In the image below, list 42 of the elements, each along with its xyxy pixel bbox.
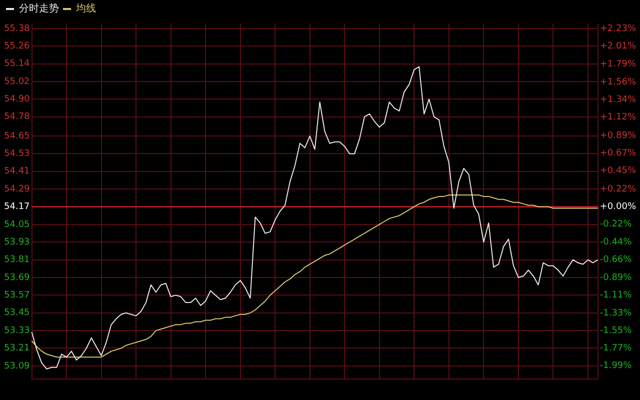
y-tick-label: 54.78 [4, 112, 30, 122]
y-tick-label: 55.02 [4, 76, 30, 87]
y2-tick-label: -0.44% [600, 237, 632, 248]
y2-tick-label: -0.66% [600, 254, 632, 265]
y-tick-label: 53.21 [4, 344, 30, 354]
y-tick-label: 53.69 [4, 272, 30, 283]
y2-tick-label: +0.22% [600, 184, 636, 195]
y2-tick-label: -0.89% [600, 273, 632, 284]
y2-tick-label: -1.11% [600, 290, 632, 301]
y-tick-label: 55.14 [4, 59, 30, 70]
y-tick-label: 54.29 [4, 184, 30, 194]
y2-tick-label: +0.00% [600, 202, 636, 212]
y-tick-label: 53.81 [4, 255, 30, 266]
legend-label: 均线 [75, 2, 96, 15]
legend-label: 分时走势 [19, 2, 59, 15]
y-tick-label: 53.57 [4, 290, 30, 301]
y-tick-label: 53.93 [4, 237, 30, 248]
y2-tick-label: -1.55% [600, 326, 632, 336]
y-tick-label: 53.45 [4, 308, 30, 318]
y2-tick-label: -1.77% [600, 343, 632, 354]
y-tick-label: 55.26 [4, 41, 30, 52]
y-tick-label: 53.09 [4, 361, 30, 372]
y-tick-label: 53.33 [4, 326, 30, 336]
y2-tick-label: +2.01% [600, 42, 636, 52]
y2-tick-label: +1.34% [600, 95, 636, 106]
y-tick-label: 54.53 [4, 149, 30, 160]
y-tick-label: 54.65 [4, 131, 30, 142]
y2-tick-label: -1.33% [600, 308, 632, 318]
y2-tick-label: +0.67% [600, 148, 636, 159]
y2-tick-label: +1.79% [600, 59, 636, 70]
y2-tick-label: +2.23% [600, 24, 636, 34]
y-tick-label: 54.90 [4, 94, 30, 105]
y-tick-label: 54.05 [4, 220, 30, 230]
y2-tick-label: +0.89% [600, 131, 636, 142]
y-tick-label: 55.38 [4, 24, 30, 34]
y2-tick-label: +1.56% [600, 78, 636, 88]
y2-tick-label: -0.22% [600, 220, 632, 230]
y2-tick-label: +1.12% [600, 112, 636, 123]
y-tick-label: 54.17 [4, 202, 30, 212]
y2-tick-label: -1.99% [600, 360, 632, 371]
y-tick-label: 54.41 [4, 166, 30, 177]
y2-tick-label: +0.45% [600, 166, 636, 176]
